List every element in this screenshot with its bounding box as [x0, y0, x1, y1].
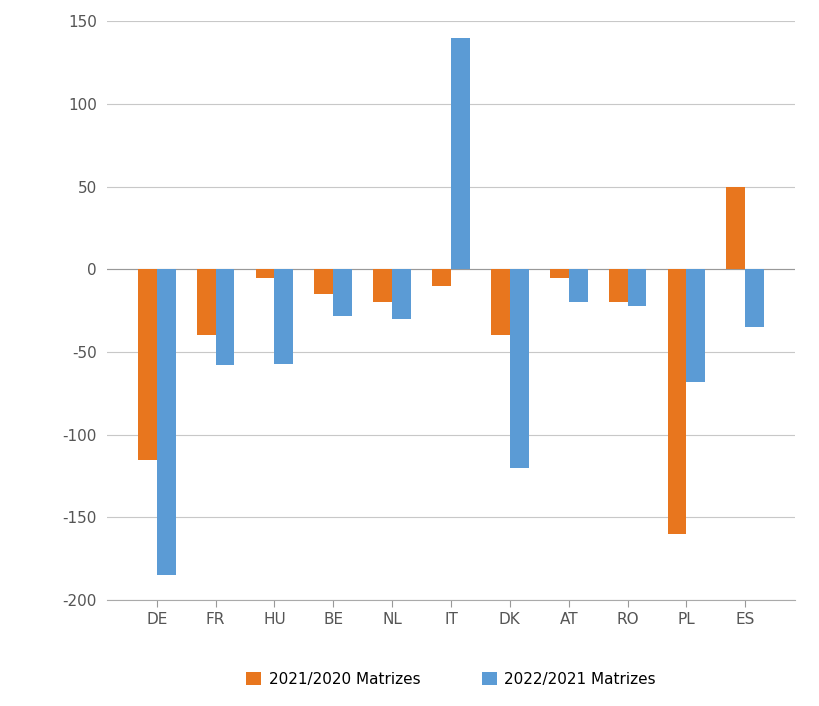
- Bar: [627, 269, 645, 306]
- Bar: [391, 269, 410, 319]
- Bar: [274, 269, 293, 364]
- Bar: [491, 269, 509, 335]
- Bar: [667, 269, 686, 534]
- Bar: [686, 269, 704, 382]
- Bar: [373, 269, 391, 302]
- Bar: [215, 269, 234, 365]
- Bar: [568, 269, 587, 302]
- Bar: [138, 269, 156, 460]
- Bar: [509, 269, 528, 468]
- Legend: 2021/2020 Matrizes, 2022/2021 Matrizes: 2021/2020 Matrizes, 2022/2021 Matrizes: [239, 666, 662, 693]
- Bar: [608, 269, 627, 302]
- Bar: [256, 269, 274, 277]
- Bar: [550, 269, 568, 277]
- Bar: [197, 269, 215, 335]
- Bar: [744, 269, 763, 327]
- Bar: [726, 186, 744, 269]
- Bar: [333, 269, 351, 316]
- Bar: [450, 37, 469, 269]
- Bar: [156, 269, 175, 575]
- Bar: [432, 269, 450, 286]
- Bar: [314, 269, 333, 294]
